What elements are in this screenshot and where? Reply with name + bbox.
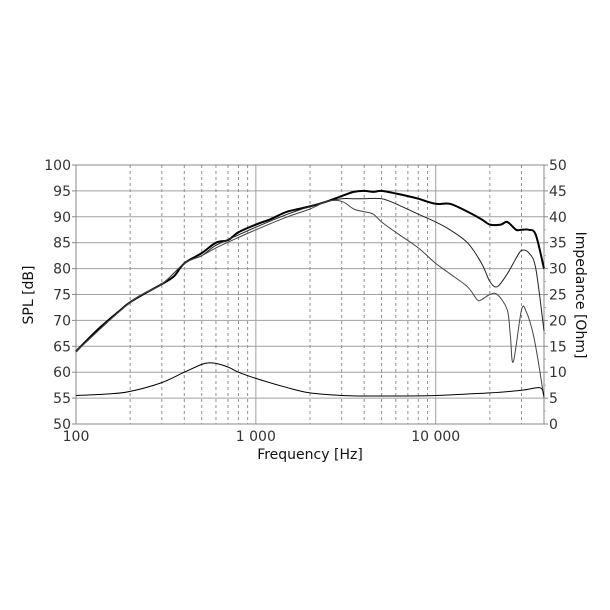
y-tick-label: 50 [53,417,71,433]
y-tick-label: 85 [53,236,71,252]
series-3-curve [75,362,545,397]
x-tick-label: 10 000 [411,429,460,445]
y-tick-label: 95 [53,184,71,200]
y-axis-ticks-left: 50 55 60 65 70 75 80 85 90 95 100 [44,158,76,433]
y2-tick-label: 35 [549,236,567,252]
x-axis-label: Frequency [Hz] [257,447,363,463]
x-axis-ticks: 100 1 000 10 000 [63,429,461,445]
y2-tick-label: 40 [549,210,567,226]
x-tick-label: 100 [63,429,90,445]
y2-tick-label: 30 [549,262,567,278]
y-tick-label: 70 [53,313,71,329]
y2-tick-label: 45 [549,184,567,200]
series-0-curve [75,189,545,353]
y-tick-label: 55 [53,391,71,407]
data-curves [75,189,545,399]
y2-tick-label: 50 [549,158,567,174]
series-1-curve [75,197,545,352]
y-axis-label-left: SPL [dB] [21,266,37,325]
y-tick-label: 60 [53,365,71,381]
y2-tick-label: 20 [549,313,567,329]
y-tick-label: 65 [53,339,71,355]
y2-tick-label: 15 [549,339,567,355]
y-axis-ticks-right: 0 5 10 15 20 25 30 35 40 45 50 [544,158,567,433]
y2-tick-label: 5 [549,391,558,407]
y2-tick-label: 0 [549,417,558,433]
y2-tick-label: 10 [549,365,567,381]
y-tick-label: 100 [44,158,71,174]
x-tick-label: 1 000 [236,429,276,445]
y2-tick-label: 25 [549,288,567,304]
series-2-curve [75,199,545,399]
y-tick-label: 80 [53,262,71,278]
y-axis-label-right: Impedance [Ohm] [572,232,588,359]
y-tick-label: 90 [53,210,71,226]
y-tick-label: 75 [53,288,71,304]
